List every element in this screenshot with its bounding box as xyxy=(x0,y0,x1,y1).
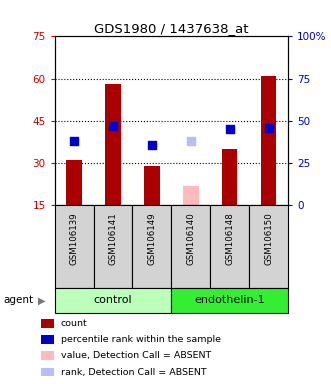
Bar xyxy=(210,205,249,288)
Bar xyxy=(55,288,171,313)
Point xyxy=(110,123,116,129)
Text: GSM106149: GSM106149 xyxy=(147,212,156,265)
Bar xyxy=(66,161,82,205)
Text: rank, Detection Call = ABSENT: rank, Detection Call = ABSENT xyxy=(61,367,206,376)
Point xyxy=(188,138,193,144)
Bar xyxy=(171,288,288,313)
Bar xyxy=(41,319,54,328)
Bar xyxy=(144,166,160,205)
Text: GSM106141: GSM106141 xyxy=(109,212,118,265)
Text: agent: agent xyxy=(3,295,33,306)
Text: ▶: ▶ xyxy=(38,295,46,306)
Text: endothelin-1: endothelin-1 xyxy=(194,295,265,306)
Bar xyxy=(249,205,288,288)
Bar xyxy=(261,76,276,205)
Text: GSM106148: GSM106148 xyxy=(225,212,234,265)
Text: percentile rank within the sample: percentile rank within the sample xyxy=(61,335,220,344)
Point xyxy=(266,125,271,131)
Bar xyxy=(41,351,54,360)
Text: count: count xyxy=(61,319,87,328)
Title: GDS1980 / 1437638_at: GDS1980 / 1437638_at xyxy=(94,22,249,35)
Point xyxy=(71,138,77,144)
Text: GSM106150: GSM106150 xyxy=(264,212,273,265)
Point xyxy=(149,142,155,148)
Bar xyxy=(132,205,171,288)
Point xyxy=(227,126,232,132)
Bar xyxy=(105,84,121,205)
Text: value, Detection Call = ABSENT: value, Detection Call = ABSENT xyxy=(61,351,211,360)
Text: GSM106139: GSM106139 xyxy=(70,212,78,265)
Bar xyxy=(222,149,237,205)
Text: control: control xyxy=(94,295,132,306)
Text: GSM106140: GSM106140 xyxy=(186,212,195,265)
Bar xyxy=(55,205,93,288)
Bar xyxy=(93,205,132,288)
Bar xyxy=(41,335,54,344)
Bar xyxy=(41,367,54,376)
Bar xyxy=(183,186,199,205)
Bar xyxy=(171,205,210,288)
